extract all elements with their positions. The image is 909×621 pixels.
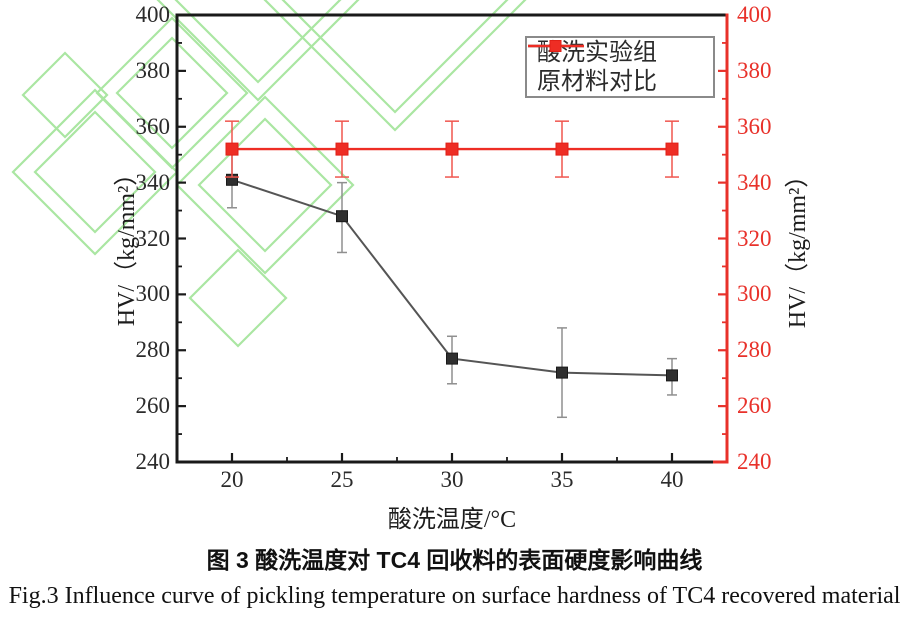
caption-chinese: 图 3 酸洗温度对 TC4 回收料的表面硬度影响曲线 [206,547,703,573]
x-tick-label: 40 [660,467,684,492]
y-tick-label-left: 380 [135,57,171,83]
y-tick-label-left: 260 [135,393,171,419]
x-tick-label: 35 [550,467,574,492]
y-tick-label-right: 340 [737,169,772,195]
y-tick-label-right: 380 [737,57,772,83]
legend-item-raw-material: 原材料对比 [527,40,713,96]
y-tick-label-right: 300 [737,281,772,307]
x-axis-label: 酸洗温度/°C [387,507,517,533]
y-tick-label-right: 320 [737,225,772,251]
y-tick-label-right: 400 [737,2,772,27]
y-tick-label-left: 280 [135,337,171,363]
y-axis-label-left: HV/（kg/mm²） [114,161,140,327]
x-tick-label: 20 [220,467,244,492]
y-tick-label-right: 240 [737,449,772,474]
y-tick-label-left: 360 [135,113,171,139]
watermark-pattern [11,0,527,348]
y-tick-label-left: 340 [135,169,171,195]
y-tick-label-right: 360 [737,113,772,139]
y-axis-label-right: HV/（kg/mm²） [785,163,811,329]
y-tick-label-left: 400 [135,2,171,27]
x-tick-label: 30 [440,467,464,492]
y-tick-label-right: 260 [737,393,772,419]
x-tick-label: 25 [330,467,354,492]
y-tick-label-left: 240 [135,449,171,474]
caption-english: Fig.3 Influence curve of pickling temper… [8,583,901,609]
legend: 酸洗实验组 原材料对比 [525,36,715,98]
legend-label-raw-material: 原材料对比 [537,68,657,95]
y-tick-label-left: 300 [135,281,171,307]
y-tick-label-right: 280 [737,337,772,363]
y-tick-label-left: 320 [135,225,171,251]
